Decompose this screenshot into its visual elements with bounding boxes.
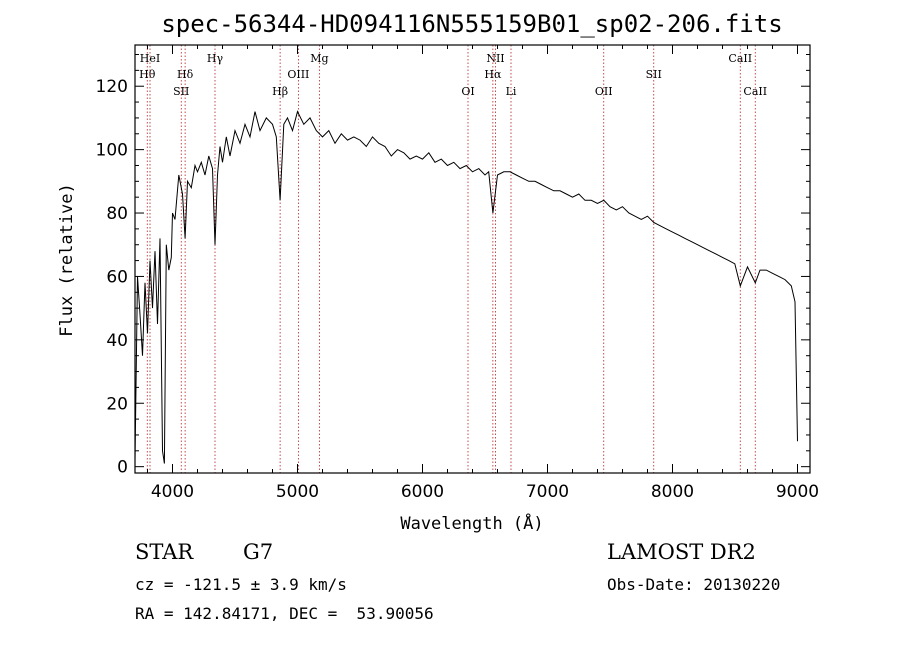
spectral-line-label: OIII — [287, 68, 309, 81]
spectral-line-label: Li — [506, 85, 517, 98]
spectral-line-label: CaII — [743, 85, 767, 98]
spectral-line-label: Hα — [484, 68, 502, 81]
spectral-line-label: HeI — [140, 52, 160, 65]
y-tick-label: 120 — [96, 77, 128, 97]
x-tick-label: 7000 — [526, 482, 569, 502]
survey-name: LAMOST DR2 — [607, 540, 756, 564]
y-tick-label: 100 — [96, 141, 128, 161]
spectral-line-label: OI — [461, 85, 474, 98]
y-tick-label: 40 — [106, 331, 128, 351]
y-tick-label: 0 — [117, 458, 128, 478]
coordinates: RA = 142.84171, DEC = 53.90056 — [135, 604, 434, 623]
redshift-velocity: cz = -121.5 ± 3.9 km/s — [135, 575, 347, 594]
spectral-line-label: Hγ — [207, 52, 224, 65]
x-tick-label: 6000 — [401, 482, 444, 502]
object-class: STAR — [135, 540, 194, 564]
y-tick-label: 20 — [106, 394, 128, 414]
x-axis: 4000 5000 6000 7000 8000 9000 — [147, 45, 819, 502]
spectral-line-label: SII — [173, 85, 189, 98]
y-tick-label: 80 — [106, 204, 128, 224]
plot-frame — [134, 44, 811, 474]
spectral-line-label: NII — [486, 52, 504, 65]
spectral-line-label: Hβ — [272, 85, 288, 98]
spectral-line-label: CaII — [728, 52, 752, 65]
x-tick-label: 8000 — [651, 482, 694, 502]
y-axis: 0 20 40 60 80 100 120 — [96, 54, 810, 478]
spectral-line-label: Hδ — [177, 68, 194, 81]
chart-title: spec-56344-HD094116N555159B01_sp02-206.f… — [161, 10, 782, 38]
x-tick-label: 5000 — [276, 482, 319, 502]
x-axis-label: Wavelength (Å) — [400, 512, 543, 534]
spectral-line-label: Mg — [310, 52, 328, 65]
flux-series-line — [134, 110, 798, 464]
spectral-line-label: OII — [595, 85, 613, 98]
y-axis-label: Flux (relative) — [57, 183, 77, 337]
observation-date: Obs-Date: 20130220 — [607, 575, 781, 594]
object-subclass: G7 — [243, 540, 274, 564]
y-tick-label: 60 — [106, 267, 128, 287]
x-tick-label: 9000 — [776, 482, 819, 502]
spectral-line-label: Hθ — [139, 68, 156, 81]
x-tick-label: 4000 — [151, 482, 194, 502]
spectral-line-label: SII — [646, 68, 662, 81]
